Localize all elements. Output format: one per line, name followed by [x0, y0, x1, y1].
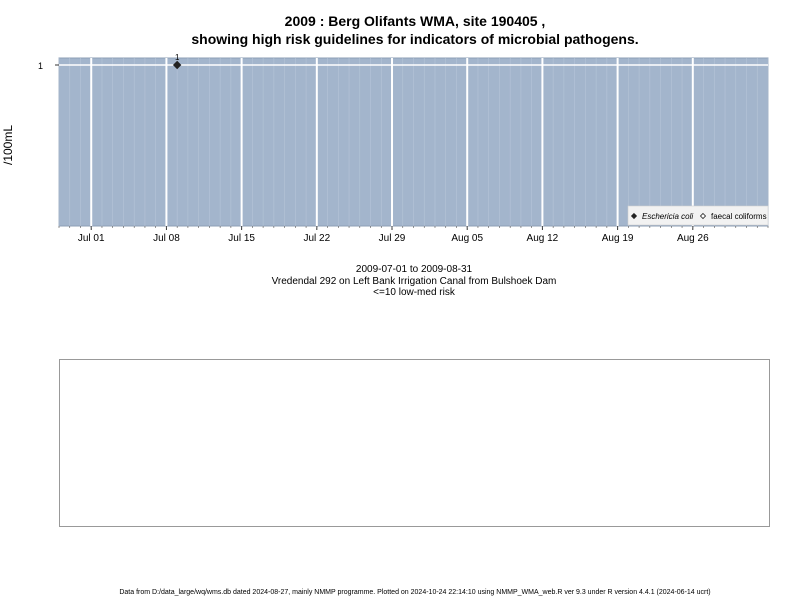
data-point-label: 1: [175, 53, 180, 62]
x-tick-label: Jul 15: [228, 233, 255, 244]
caption-date-range: 2009-07-01 to 2009-08-31: [355, 264, 473, 275]
x-tick-label: Aug 05: [451, 233, 483, 244]
x-tick-label: Aug 26: [677, 233, 709, 244]
legend-marker: [699, 212, 707, 220]
chart-title-line-1: 2009 : Berg Olifants WMA, site 190405 ,: [284, 13, 546, 29]
data-point-marker: [172, 60, 182, 70]
caption-risk-note: <=10 low-med risk: [373, 287, 455, 298]
x-tick-label: Jul 22: [303, 233, 330, 244]
legend-marker: [630, 212, 638, 220]
x-tick-label: Aug 19: [602, 233, 634, 244]
x-tick-label: Jul 08: [153, 233, 180, 244]
y-tick-label: 1: [38, 61, 43, 71]
chart-title-line-2: showing high risk guidelines for indicat…: [191, 31, 639, 47]
footer-provenance: Data from D:/data_large/wq/wms.db dated …: [119, 589, 711, 596]
caption-site-description: Vredendal 292 on Left Bank Irrigation Ca…: [271, 276, 557, 287]
empty-secondary-panel: [59, 359, 770, 527]
legend-label: Eschericia coli: [642, 212, 693, 221]
x-tick-label: Aug 12: [527, 233, 559, 244]
legend-box: [627, 205, 769, 226]
x-tick-label: Jul 29: [379, 233, 406, 244]
legend-label: faecal coliforms: [711, 212, 767, 221]
microbial-chart: Jul 01 Jul 08 Jul 15 Jul 22 Jul 29 Aug 05 Aug …: [38, 53, 769, 244]
x-tick-label: Jul 01: [78, 233, 105, 244]
